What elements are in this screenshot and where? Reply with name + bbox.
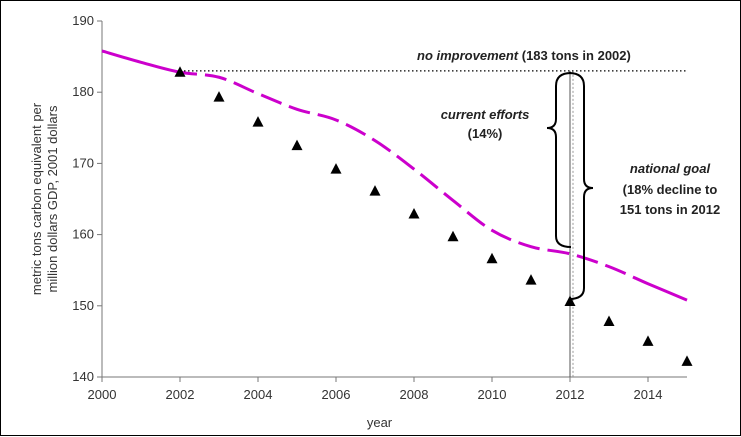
goal-triangle-marker: [330, 163, 342, 174]
y-tick-label: 140: [72, 369, 94, 384]
goal-triangle-marker: [408, 207, 420, 219]
goal-triangle-marker: [642, 335, 654, 346]
projected-intensity-dashed-line: [101, 49, 688, 302]
y-axis-title-line: metric tons carbon equivalent per: [29, 102, 44, 295]
current-efforts-brace: [546, 72, 572, 248]
annotation-no-improvement: no improvement (183 tons in 2002): [417, 48, 631, 63]
national-goal-brace: [568, 72, 594, 300]
y-tick-label: 170: [72, 155, 94, 170]
axes: 140 150 160 170 180 190 2000 2002 2004 2006 2008 20…: [29, 13, 687, 430]
y-tick-label: 160: [72, 227, 94, 242]
x-axis-title: year: [367, 415, 393, 430]
annotation-national-goal-line2: (18% decline to: [623, 182, 718, 197]
x-tick-label: 2002: [166, 387, 195, 402]
annotation-national-goal-line1: national goal: [630, 161, 711, 176]
x-tick-label: 2000: [88, 387, 117, 402]
y-axis-title: metric tons carbon equivalent permillion…: [29, 102, 60, 295]
x-tick-label: 2008: [400, 387, 429, 402]
goal-triangle-marker: [213, 91, 225, 102]
goal-triangle-marker: [486, 252, 498, 264]
annotation-current-efforts-line1: current efforts: [441, 107, 530, 122]
y-tick-label: 190: [72, 13, 94, 28]
annotation-national-goal-line3: 151 tons in 2012: [620, 202, 720, 217]
goal-triangle-marker: [681, 355, 693, 366]
y-axis-title-line: million dollars GDP, 2001 dollars: [45, 105, 60, 292]
goal-triangle-marker: [174, 66, 186, 77]
goal-triangle-marker: [369, 185, 381, 196]
goal-triangle-marker: [291, 139, 303, 151]
y-tick-label: 150: [72, 298, 94, 313]
x-tick-label: 2012: [556, 387, 585, 402]
goal-triangle-marker: [525, 274, 537, 285]
goal-triangle-marker: [564, 295, 576, 307]
goal-triangle-marker: [252, 116, 264, 127]
x-tick-label: 2006: [322, 387, 351, 402]
annotation-current-efforts-line2: (14%): [468, 126, 503, 141]
x-tick-label: 2004: [244, 387, 273, 402]
goal-triangle-marker: [603, 315, 615, 326]
x-tick-label: 2010: [478, 387, 507, 402]
y-tick-label: 180: [72, 84, 94, 99]
chart-marks: [101, 49, 693, 377]
x-tick-label: 2014: [634, 387, 663, 402]
goal-triangle-marker: [447, 230, 459, 242]
